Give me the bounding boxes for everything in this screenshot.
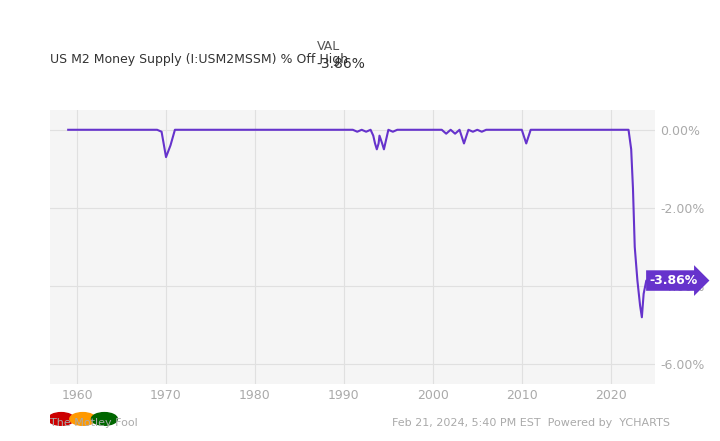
Circle shape [70, 413, 96, 425]
Circle shape [48, 413, 74, 425]
Text: -3.86%: -3.86% [650, 274, 698, 287]
Text: The Motley Fool: The Motley Fool [50, 418, 138, 428]
Text: Feb 21, 2024, 5:40 PM EST  Powered by  YCHARTS: Feb 21, 2024, 5:40 PM EST Powered by YCH… [392, 418, 670, 428]
Text: VAL: VAL [317, 40, 340, 53]
Text: US M2 Money Supply (I:USM2MSSM) % Off High: US M2 Money Supply (I:USM2MSSM) % Off Hi… [50, 53, 348, 66]
Circle shape [91, 413, 117, 425]
Text: -3.86%: -3.86% [317, 56, 366, 71]
